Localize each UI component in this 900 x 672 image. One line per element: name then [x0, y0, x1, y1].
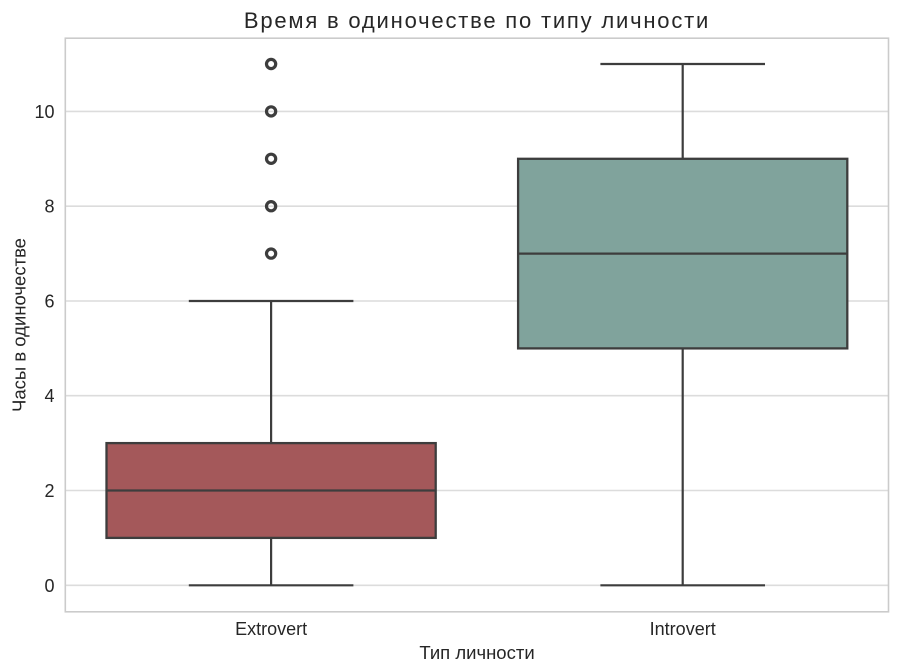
svg-text:Время в одиночестве по типу ли: Время в одиночестве по типу личности [244, 8, 710, 33]
svg-text:4: 4 [44, 386, 54, 406]
svg-text:Часы в одиночестве: Часы в одиночестве [9, 238, 30, 412]
svg-text:Тип личности: Тип личности [419, 642, 534, 663]
svg-text:8: 8 [44, 197, 54, 217]
svg-text:2: 2 [44, 481, 54, 501]
svg-text:6: 6 [44, 292, 54, 312]
svg-text:0: 0 [44, 576, 54, 596]
svg-text:Extrovert: Extrovert [235, 619, 307, 639]
svg-text:10: 10 [34, 102, 54, 122]
svg-text:Introvert: Introvert [650, 619, 716, 639]
